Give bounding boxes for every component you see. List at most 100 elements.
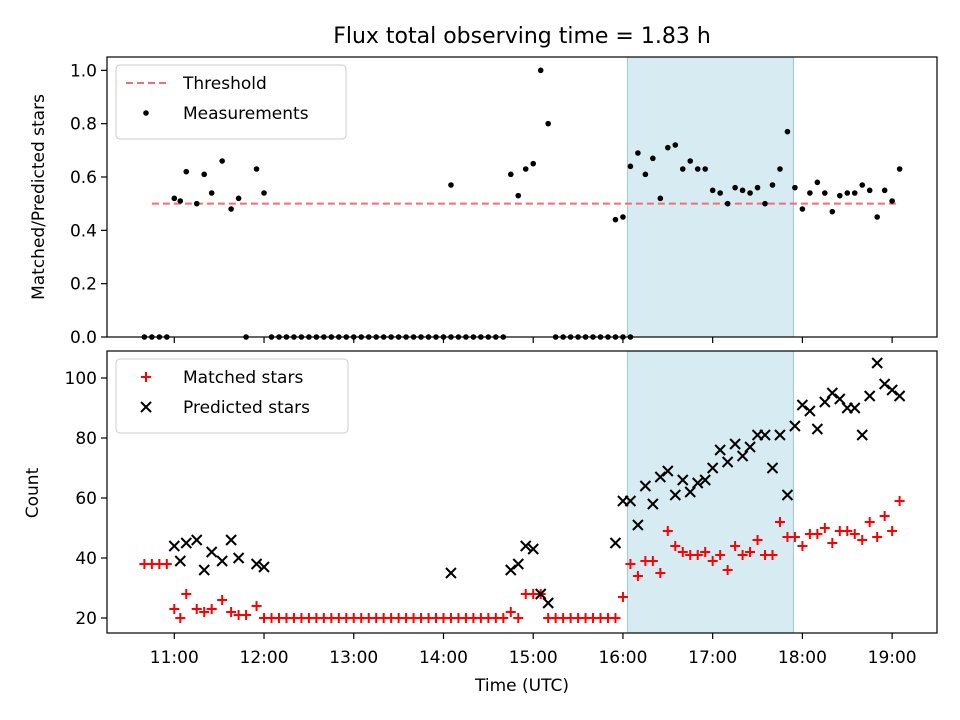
data-point <box>752 535 763 545</box>
data-point <box>542 597 554 609</box>
data-point <box>647 556 658 566</box>
data-point <box>677 474 689 486</box>
data-point <box>759 429 771 441</box>
legend-swatch <box>140 401 152 413</box>
chart-title: Flux total observing time = 1.83 h <box>333 24 711 49</box>
data-point <box>762 200 768 207</box>
observing-span <box>626 350 794 634</box>
data-point <box>650 155 656 162</box>
data-point <box>864 517 875 527</box>
data-point <box>677 547 688 557</box>
data-point <box>534 588 547 600</box>
data-point <box>679 166 686 172</box>
data-point <box>724 200 731 207</box>
data-point <box>729 438 741 450</box>
data-point <box>647 498 659 510</box>
data-point <box>834 393 846 405</box>
data-point <box>672 142 679 148</box>
data-point <box>827 538 838 548</box>
data-point <box>684 486 696 498</box>
data-point <box>807 190 813 196</box>
legend-label: Measurements <box>183 104 309 124</box>
data-point <box>732 184 738 191</box>
data-point <box>251 601 262 611</box>
legend-label: Predicted stars <box>183 398 310 418</box>
data-point <box>781 489 794 501</box>
data-point <box>822 190 828 196</box>
data-point <box>789 532 800 542</box>
data-point <box>669 489 681 501</box>
data-point <box>253 166 260 172</box>
data-point <box>856 429 868 441</box>
data-point <box>655 568 666 578</box>
data-point <box>836 192 843 199</box>
data-point <box>216 555 228 567</box>
y-tick-label: 0.4 <box>70 221 97 241</box>
legend-swatch <box>143 110 149 116</box>
y-tick-label: 1.0 <box>70 61 97 81</box>
data-point <box>545 120 551 127</box>
data-point <box>687 158 694 164</box>
data-point <box>881 187 888 194</box>
data-point <box>232 552 245 564</box>
data-point <box>774 517 785 527</box>
data-point <box>707 556 718 566</box>
x-tick-label: 16:00 <box>598 648 647 668</box>
data-point <box>797 541 808 551</box>
data-point <box>515 192 522 199</box>
data-point <box>174 555 186 567</box>
data-point <box>863 390 876 402</box>
top-panel: 0.0 0.2 0.4 0.6 0.8 1.0 Threshold Measurements <box>70 56 938 348</box>
data-point <box>612 216 619 223</box>
data-point <box>448 182 454 188</box>
data-point <box>714 444 726 456</box>
data-point <box>766 462 779 474</box>
data-point <box>893 390 906 402</box>
data-point <box>879 511 890 521</box>
data-point <box>857 535 868 545</box>
data-point <box>889 198 895 204</box>
legend-box <box>115 358 349 434</box>
data-point <box>498 613 509 623</box>
data-point <box>811 423 824 435</box>
x-tick-label: 11:00 <box>150 648 199 668</box>
legend-label: Matched stars <box>183 368 303 388</box>
x-tick-label: 19:00 <box>868 648 917 668</box>
data-point <box>181 589 192 599</box>
data-point <box>665 144 671 151</box>
y-tick-label: 40 <box>75 549 97 569</box>
data-point <box>745 547 756 557</box>
data-point <box>191 604 202 614</box>
x-tick-label: 15:00 <box>509 648 558 668</box>
legend: Threshold Measurements <box>115 64 347 140</box>
data-point <box>715 550 726 560</box>
y-tick-label: 20 <box>75 609 97 629</box>
data-point <box>829 208 836 215</box>
data-point <box>878 378 891 390</box>
data-point <box>784 128 791 135</box>
data-point <box>505 607 516 617</box>
data-point <box>513 613 524 623</box>
data-point <box>161 559 172 569</box>
data-point <box>819 523 830 533</box>
data-point <box>774 429 786 441</box>
data-point <box>894 496 905 506</box>
data-point <box>201 171 208 178</box>
data-point <box>692 550 703 560</box>
data-point <box>522 166 529 172</box>
legend: Matched stars Predicted stars <box>115 358 349 434</box>
data-point <box>754 184 761 191</box>
data-point <box>826 387 839 399</box>
data-point <box>737 550 748 560</box>
data-point <box>627 163 634 170</box>
data-point <box>635 150 641 156</box>
observing-span <box>626 56 794 338</box>
data-point <box>250 558 263 570</box>
data-point <box>171 195 178 202</box>
legend-label: Threshold <box>182 74 267 94</box>
data-point <box>193 200 200 207</box>
data-point <box>169 604 180 614</box>
data-point <box>792 184 798 191</box>
data-point <box>225 534 237 546</box>
data-point <box>177 198 184 204</box>
